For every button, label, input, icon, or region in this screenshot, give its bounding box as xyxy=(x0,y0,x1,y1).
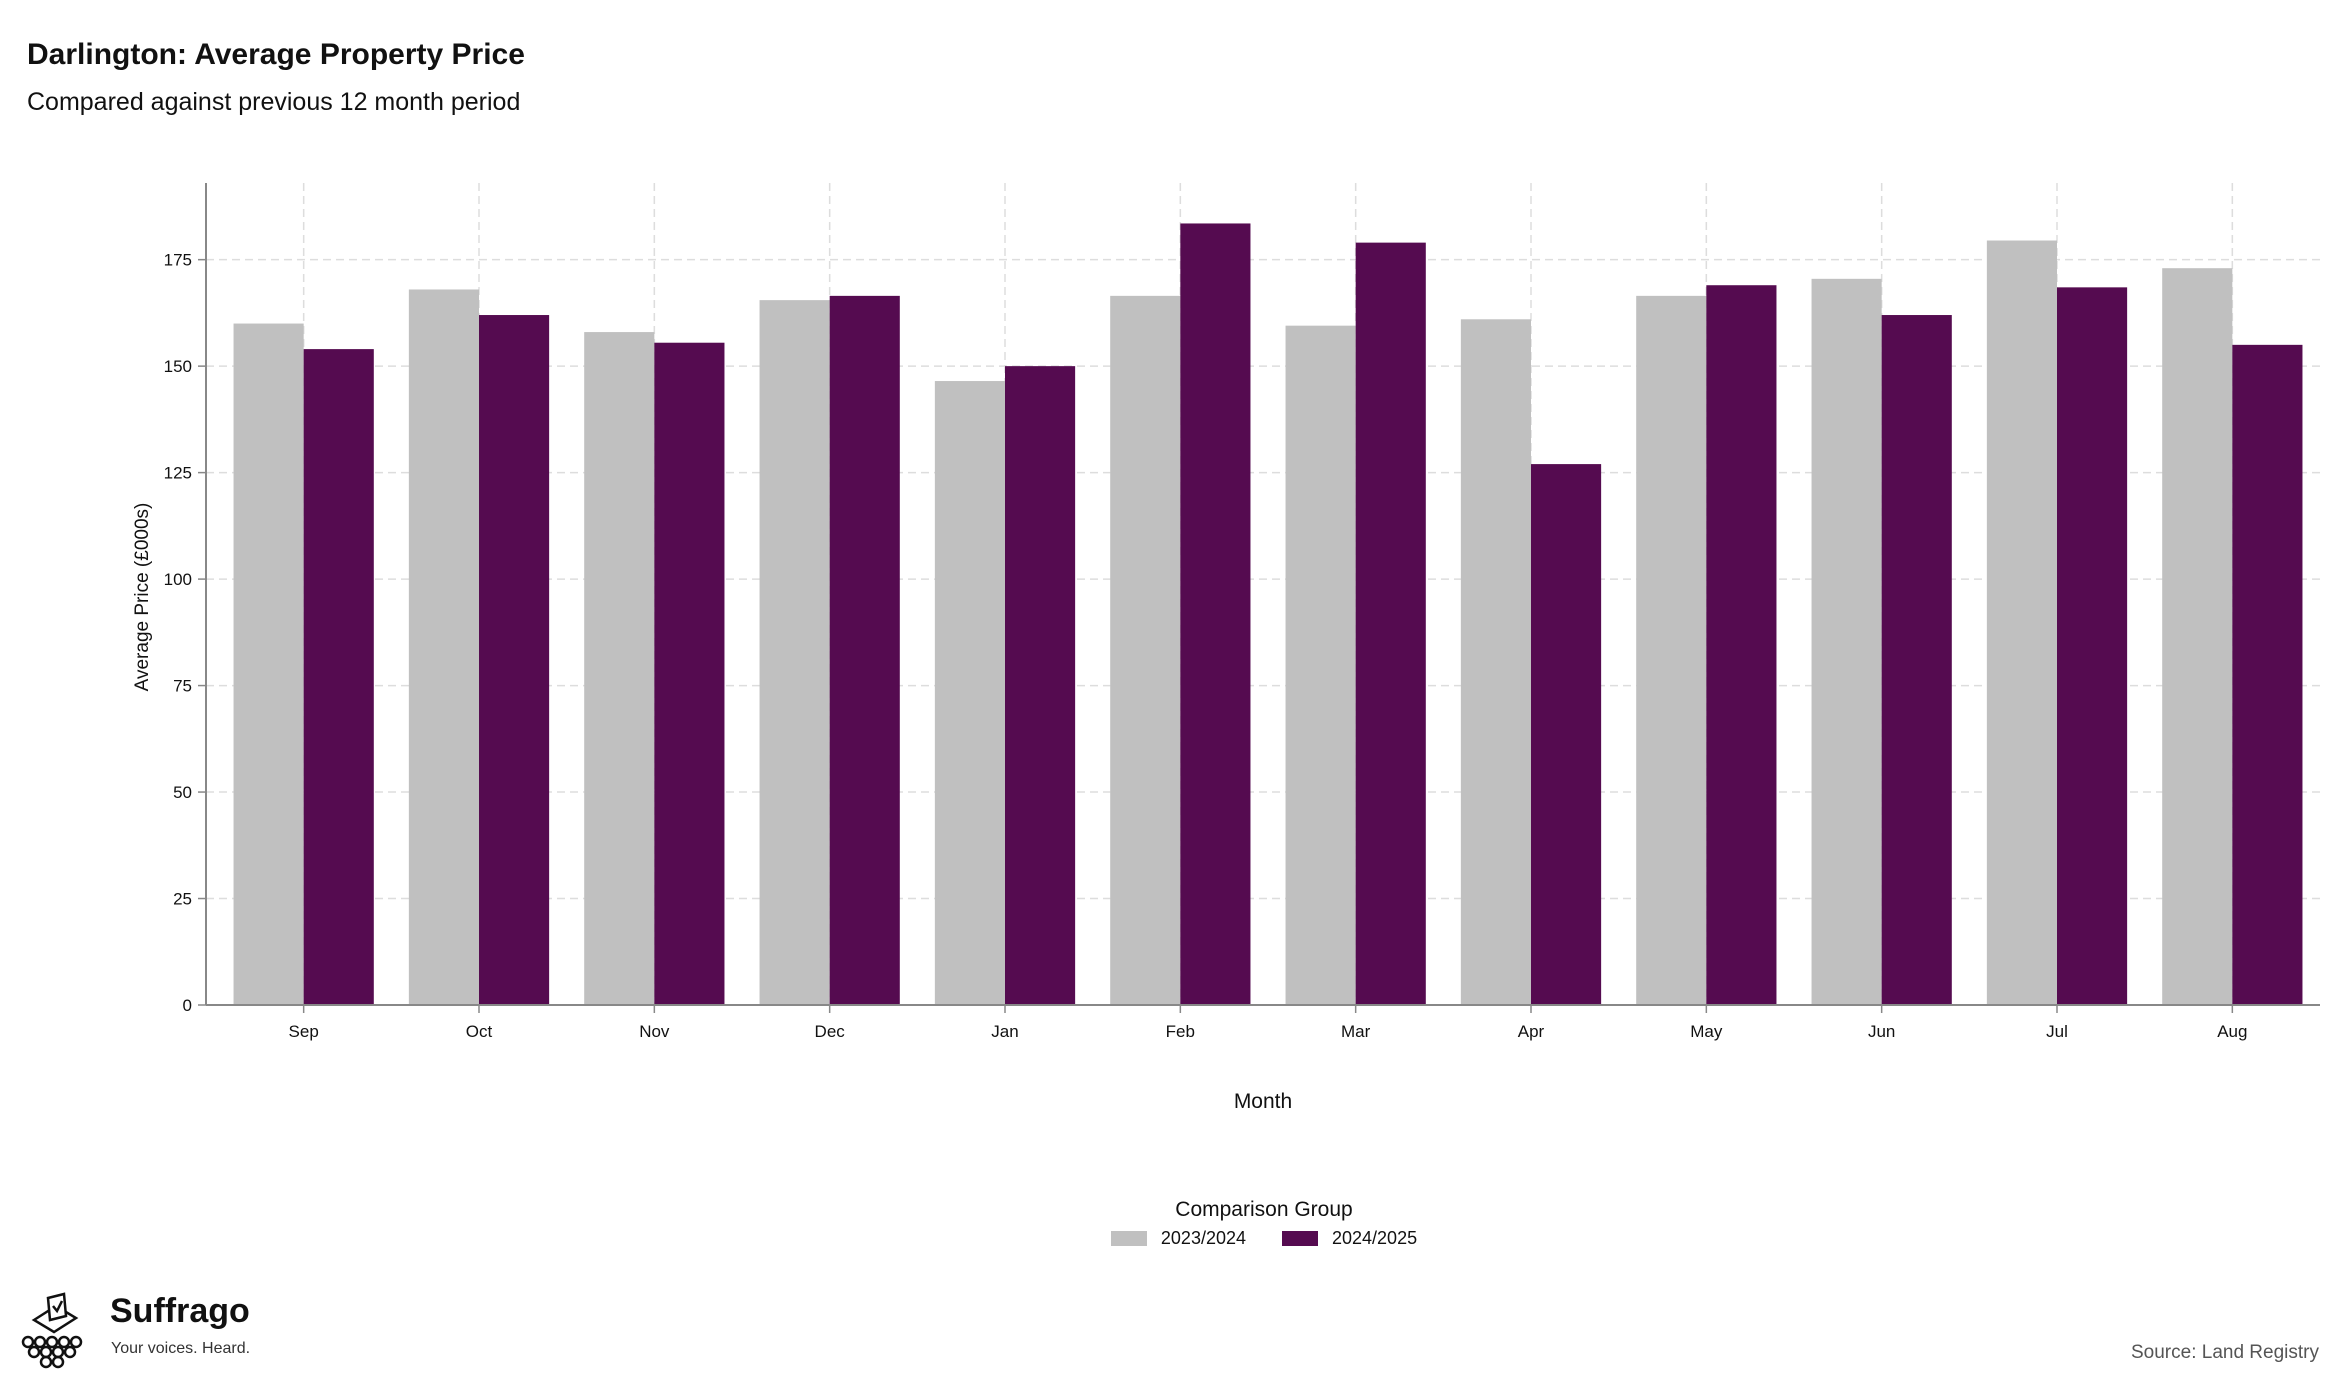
bar-2024-2025-dec xyxy=(829,295,900,1005)
bar-2023-2024-jun xyxy=(1811,278,1882,1006)
bar-2023-2024-jan xyxy=(934,381,1005,1005)
x-tick-label: Mar xyxy=(1341,1022,1371,1041)
logo-tagline: Your voices. Heard. xyxy=(111,1340,251,1357)
legend-swatch-2024-2025 xyxy=(1282,1231,1318,1246)
bar-2024-2025-jan xyxy=(1005,366,1076,1005)
x-tick-label: Sep xyxy=(289,1022,319,1041)
legend-item-2024-2025: 2024/2025 xyxy=(1282,1228,1417,1249)
bar-2024-2025-may xyxy=(1706,285,1777,1005)
y-tick-label: 175 xyxy=(164,251,192,270)
bar-2023-2024-oct xyxy=(408,289,479,1005)
chart-title: Darlington: Average Property Price xyxy=(27,38,525,71)
y-tick-label: 100 xyxy=(164,570,192,589)
bar-2024-2025-oct xyxy=(479,315,550,1005)
logo-name: Suffrago xyxy=(110,1292,250,1330)
legend-item-2023-2024: 2023/2024 xyxy=(1110,1228,1246,1249)
x-tick-label: Aug xyxy=(2217,1022,2247,1041)
bar-2024-2025-sep xyxy=(303,349,374,1005)
bar-2023-2024-aug xyxy=(2162,268,2233,1005)
bar-2023-2024-feb xyxy=(1110,295,1181,1005)
legend-label-2023-2024: 2023/2024 xyxy=(1160,1228,1246,1248)
bars xyxy=(233,223,2303,1006)
bar-2024-2025-nov xyxy=(654,342,725,1005)
x-tick-label: Jul xyxy=(2046,1022,2068,1041)
legend: Comparison Group 2023/2024 2024/2025 xyxy=(1094,1198,1434,1249)
y-axis-label: Average Price (£000s) xyxy=(132,503,153,692)
bar-2024-2025-aug xyxy=(2232,344,2303,1005)
bar-2024-2025-feb xyxy=(1180,223,1251,1006)
chart-subtitle: Compared against previous 12 month perio… xyxy=(27,88,521,116)
y-tick-label: 125 xyxy=(164,464,192,483)
x-axis-label: Month xyxy=(1234,1090,1292,1113)
x-tick-label: Jun xyxy=(1868,1022,1895,1041)
y-tick-label: 0 xyxy=(183,996,192,1015)
bar-2023-2024-dec xyxy=(759,300,830,1005)
legend-title: Comparison Group xyxy=(1175,1198,1353,1221)
x-tick-label: Nov xyxy=(639,1022,670,1041)
x-tick-label: Apr xyxy=(1518,1022,1545,1041)
y-tick-label: 150 xyxy=(164,357,192,376)
bar-2024-2025-jun xyxy=(1881,315,1952,1005)
bar-2023-2024-apr xyxy=(1460,319,1531,1005)
bar-2023-2024-mar xyxy=(1285,325,1356,1006)
ballot-box-icon xyxy=(21,1292,83,1369)
legend-swatch-2023-2024 xyxy=(1110,1231,1147,1246)
bar-2023-2024-sep xyxy=(233,323,304,1006)
bar-2023-2024-jul xyxy=(1986,240,2057,1005)
y-tick-label: 75 xyxy=(173,677,192,696)
bar-2023-2024-nov xyxy=(584,332,655,1005)
bar-2024-2025-jul xyxy=(2057,287,2128,1005)
bar-2023-2024-may xyxy=(1636,295,1707,1005)
x-tick-label: Feb xyxy=(1166,1022,1195,1041)
source-note: Source: Land Registry xyxy=(2131,1342,2319,1363)
x-tick-label: Jan xyxy=(991,1022,1018,1041)
y-tick-label: 50 xyxy=(173,783,192,802)
legend-label-2024-2025: 2024/2025 xyxy=(1332,1228,1418,1248)
bar-2024-2025-apr xyxy=(1531,464,1602,1005)
x-tick-label: May xyxy=(1690,1022,1723,1041)
axes: 0 25 50 75 100 125 150 175 Sep Oct Nov Dec Jan Feb Mar… xyxy=(164,183,2320,1041)
x-tick-label: Oct xyxy=(466,1022,493,1041)
y-tick-label: 25 xyxy=(173,890,192,909)
bar-2024-2025-mar xyxy=(1355,242,1426,1005)
x-tick-label: Dec xyxy=(815,1022,846,1041)
suffrago-logo: Suffrago Your voices. Heard. xyxy=(14,1290,274,1370)
